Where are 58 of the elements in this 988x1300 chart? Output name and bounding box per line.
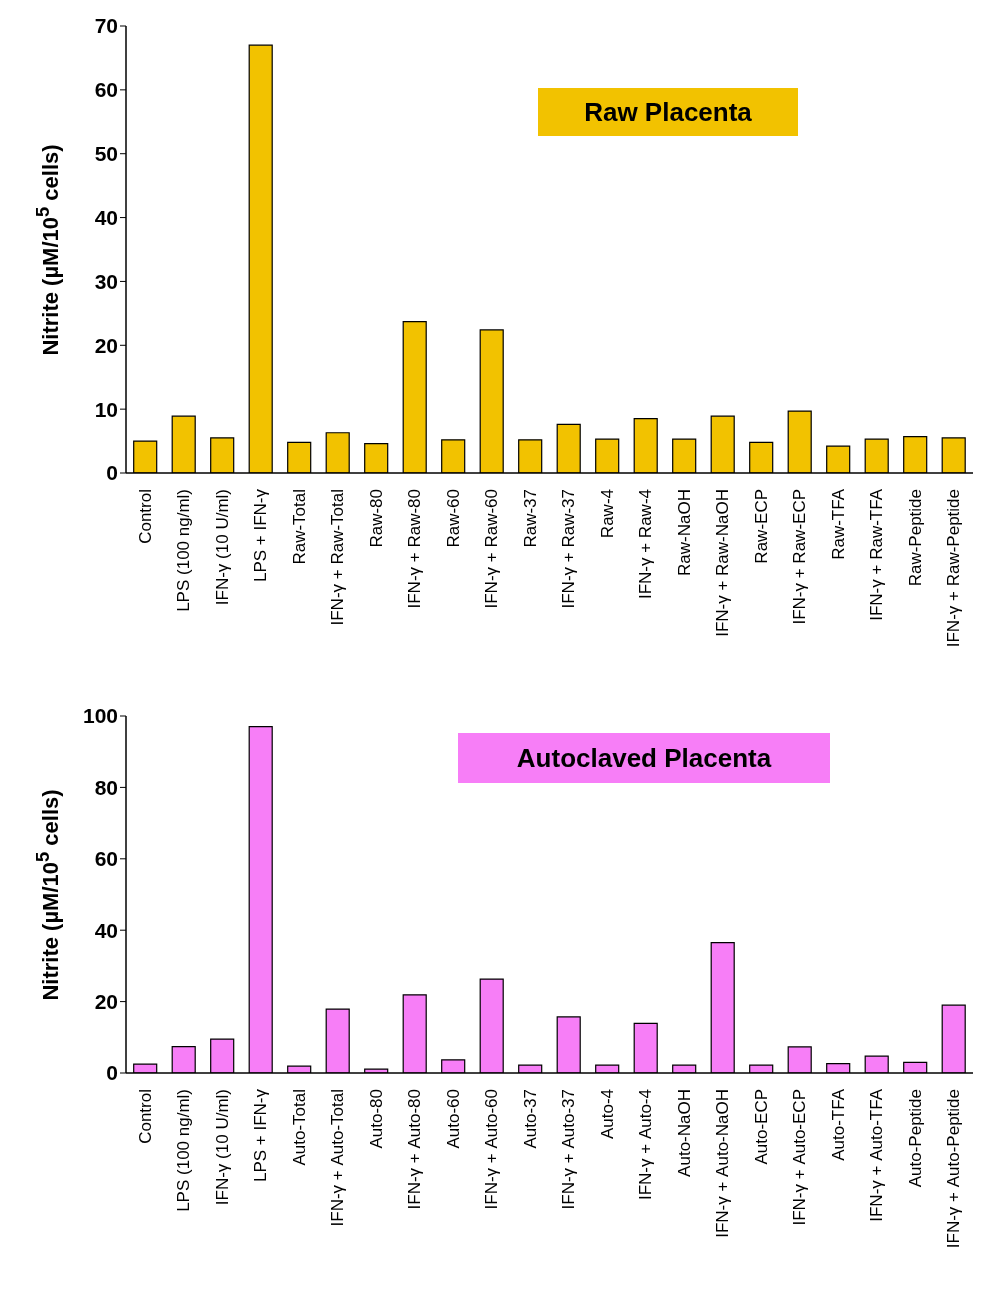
- x-tick-label: Auto-60: [443, 1089, 463, 1149]
- x-tick-label: Control: [135, 1089, 155, 1144]
- x-tick-label: Raw-60: [443, 489, 463, 548]
- x-tick-label: IFN-γ + Auto-Peptide: [944, 1089, 964, 1249]
- y-tick-label: 50: [94, 142, 118, 166]
- y-tick-label: 10: [94, 397, 118, 421]
- y-tick-label: 30: [94, 269, 118, 293]
- x-tick-label: IFN-γ + Raw-Peptide: [944, 489, 964, 648]
- x-tick-label: Auto-Peptide: [905, 1089, 925, 1188]
- x-tick-label: Auto-Total: [289, 1089, 309, 1166]
- x-tick-label: LPS (100 ng/ml): [174, 1089, 194, 1212]
- y-tick-label: 40: [94, 206, 118, 230]
- x-tick-label: IFN-γ + Raw-ECP: [790, 489, 810, 625]
- x-tick-label: IFN-γ + Auto-NaOH: [713, 1089, 733, 1238]
- x-tick-label: Raw-TFA: [828, 488, 848, 560]
- y-tick-label: 0: [106, 461, 118, 485]
- y-tick-label: 20: [94, 333, 118, 357]
- y-tick-label: 80: [94, 775, 118, 799]
- x-tick-label: IFN-γ (10 U/ml): [212, 489, 232, 606]
- x-tick-label: IFN-γ + Raw-37: [559, 489, 579, 609]
- x-tick-label: Raw-Peptide: [905, 489, 925, 587]
- x-tick-label: Control: [135, 489, 155, 544]
- x-tick-label: Auto-37: [520, 1089, 540, 1149]
- x-tick-label: IFN-γ + Raw-TFA: [867, 488, 887, 621]
- x-tick-label: IFN-γ + Raw-Total: [328, 489, 348, 626]
- x-tick-label: IFN-γ + Raw-NaOH: [713, 489, 733, 637]
- y-tick-label: 20: [94, 990, 118, 1014]
- x-tick-label: IFN-γ + Auto-TFA: [867, 1088, 887, 1222]
- y-tick-label: 40: [94, 918, 118, 942]
- x-tick-label: LPS + IFN-γ: [251, 1088, 271, 1183]
- y-tick-label: 60: [94, 78, 118, 102]
- x-tick-label: Auto-80: [366, 1089, 386, 1149]
- x-tick-label: IFN-γ + Auto-Total: [328, 1089, 348, 1227]
- y-tick-label: 60: [94, 847, 118, 871]
- x-tick-label: IFN-γ + Auto-37: [559, 1089, 579, 1210]
- x-tick-label: IFN-γ + Auto-ECP: [790, 1089, 810, 1226]
- x-tick-label: Raw-ECP: [751, 489, 771, 564]
- x-tick-label: Raw-4: [597, 489, 617, 539]
- x-tick-label: Auto-ECP: [751, 1089, 771, 1165]
- x-tick-label: IFN-γ + Raw-4: [636, 489, 656, 600]
- x-tick-label: Auto-NaOH: [674, 1089, 694, 1177]
- x-tick-label: LPS + IFN-γ: [251, 488, 271, 583]
- x-tick-label: Raw-Total: [289, 489, 309, 565]
- x-tick-label: Raw-NaOH: [674, 489, 694, 576]
- y-tick-label: 100: [82, 704, 118, 728]
- x-tick-label: IFN-γ + Raw-60: [482, 489, 502, 609]
- x-tick-label: IFN-γ + Auto-60: [482, 1089, 502, 1210]
- x-tick-label: Raw-80: [366, 489, 386, 548]
- x-tick-label: IFN-γ (10 U/ml): [212, 1089, 232, 1206]
- y-tick-label: 70: [94, 14, 118, 38]
- x-tick-label: LPS (100 ng/ml): [174, 489, 194, 612]
- x-tick-label: Auto-TFA: [828, 1088, 848, 1161]
- x-tick-label: IFN-γ + Auto-4: [636, 1089, 656, 1201]
- x-tick-label: Auto-4: [597, 1089, 617, 1140]
- x-tick-label: Raw-37: [520, 489, 540, 548]
- x-tick-label: IFN-γ + Raw-80: [405, 489, 425, 609]
- y-tick-label: 0: [106, 1061, 118, 1085]
- x-tick-label: IFN-γ + Auto-80: [405, 1089, 425, 1210]
